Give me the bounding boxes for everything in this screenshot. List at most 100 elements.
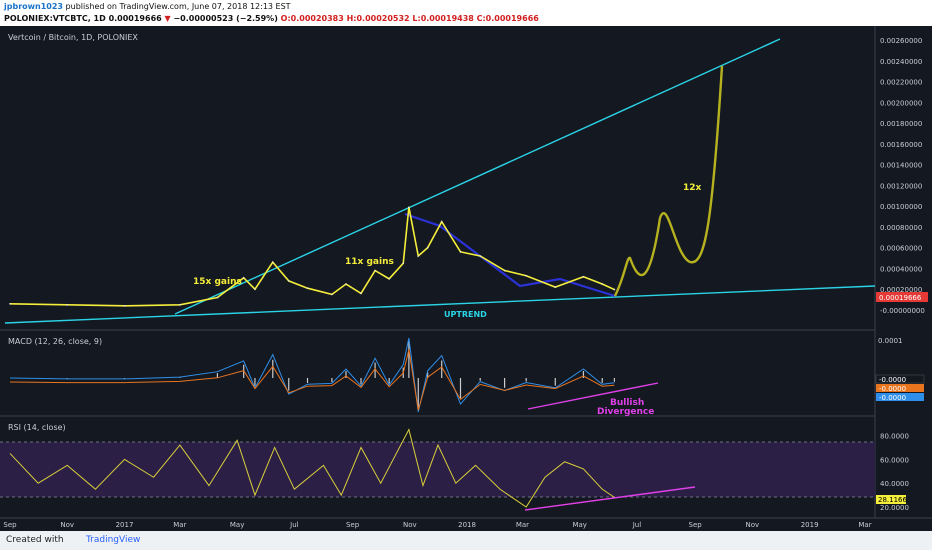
price-point: [479, 255, 482, 257]
annotation-11x: 11x gains: [345, 257, 394, 267]
chart-area[interactable]: Vertcoin / Bitcoin, 1D, POLONIEX MACD (1…: [0, 26, 932, 531]
macd-divergence-line: [527, 382, 659, 410]
time-tick-label: Mar: [858, 521, 871, 529]
price-point: [554, 286, 557, 288]
time-tick-label: Sep: [3, 521, 17, 529]
price-point: [417, 255, 420, 257]
price-change: −0.00000523 (−2.59%): [173, 14, 278, 23]
time-tick-label: Sep: [346, 521, 360, 529]
time-tick-label: Sep: [689, 521, 703, 529]
annotation-15x: 15x gains: [193, 277, 242, 287]
last-price-tag: [876, 292, 928, 302]
time-tick-label: Nov: [403, 521, 417, 529]
macd-value-tag-1: [875, 374, 925, 384]
price-tick-label: 0.00240000: [880, 58, 922, 66]
price-point: [601, 283, 604, 285]
ohlc-values: O:0.00020383 H:0.00020532 L:0.00019438 C…: [280, 14, 539, 23]
price-point: [459, 251, 462, 253]
price-point: [613, 288, 616, 291]
publish-line: jpbrown1023 published on TradingView.com…: [4, 1, 291, 13]
rsi-panel-title: RSI (14, close): [8, 423, 66, 432]
rsi-value: 28.1166: [878, 496, 907, 504]
rsi-divergence-line: [524, 486, 696, 511]
publish-info: published on TradingView.com, June 07, 2…: [63, 2, 291, 11]
price-tick-label: 0.00260000: [880, 37, 922, 45]
price-point: [216, 296, 219, 299]
price-point: [9, 302, 11, 305]
author-link[interactable]: jpbrown1023: [4, 2, 63, 11]
price-tick-label: 0.00160000: [880, 141, 922, 149]
macd-value-tag-3: [876, 393, 924, 401]
symbol-label: POLONIEX:VTCBTC, 1D: [4, 14, 106, 23]
price-tick-label: -0.00000000: [880, 307, 925, 315]
chart-canvas[interactable]: Vertcoin / Bitcoin, 1D, POLONIEX MACD (1…: [0, 26, 932, 531]
macd-line: [9, 337, 615, 413]
time-tick-label: Jul: [632, 521, 642, 529]
price-axis[interactable]: 0.00260000 0.00240000 0.00220000 0.00200000…: [880, 37, 925, 315]
rsi-tick-label: 20.0000: [880, 504, 909, 512]
price-tick-label: 0.00080000: [880, 224, 922, 232]
time-tick-label: Mar: [173, 521, 186, 529]
time-tick-label: 2017: [116, 521, 134, 529]
price-point: [254, 288, 256, 291]
price-point: [440, 220, 443, 223]
created-with-label: Created with: [6, 535, 64, 545]
rsi-band: [0, 442, 875, 497]
time-tick-label: Nov: [746, 521, 760, 529]
price-point: [582, 275, 585, 278]
upper-trendline: [174, 38, 781, 315]
macd-signal-line: [9, 349, 615, 411]
main-panel-title: Vertcoin / Bitcoin, 1D, POLONIEX: [8, 33, 138, 42]
price-point: [179, 304, 181, 306]
rsi-tick-label: 60.0000: [880, 456, 909, 464]
price-point: [331, 293, 333, 296]
time-tick-label: May: [572, 521, 586, 529]
price-tick-label: 0.00180000: [880, 120, 922, 128]
footer: Created with TradingView: [0, 531, 932, 550]
price-point: [123, 305, 126, 307]
price-tick-label: 0.00060000: [880, 245, 922, 253]
price-point: [271, 261, 274, 264]
divergence-label-1: Bullish: [610, 398, 644, 408]
rsi-line: [9, 428, 615, 508]
price-point: [388, 278, 390, 280]
price-point: [525, 274, 527, 277]
price-tick-label: 0.00140000: [880, 162, 922, 170]
price-tick-label: 0.00200000: [880, 99, 922, 107]
rsi-tick-label: 40.0000: [880, 480, 909, 488]
change-arrow-icon: ▼: [164, 14, 171, 23]
time-tick-label: Jul: [289, 521, 299, 529]
chart-header: jpbrown1023 published on TradingView.com…: [0, 0, 932, 26]
annotation-12x: 12x: [683, 183, 702, 193]
rsi-axis[interactable]: 80.0000 60.0000 40.0000 20.0000: [880, 433, 909, 513]
macd-value-2: -0.0000: [879, 385, 906, 393]
price-point: [306, 287, 309, 289]
tradingview-logo[interactable]: TradingView: [86, 535, 141, 545]
projection-path: [613, 65, 724, 297]
time-axis[interactable]: Sep Nov 2017 Mar May Jul Sep Nov 2018 Mar May Jul Se…: [3, 521, 871, 529]
time-tick-label: 2019: [801, 521, 819, 529]
price-point: [374, 269, 376, 272]
last-price-tag-label: 0.00019666: [879, 294, 922, 302]
macd-panel-title: MACD (12, 26, close, 9): [8, 337, 102, 346]
price-point: [287, 280, 290, 282]
time-tick-label: 2018: [458, 521, 476, 529]
time-tick-label: Mar: [516, 521, 529, 529]
price-tick-label: 0.00220000: [880, 79, 922, 87]
macd-value-1: -0.0000: [879, 376, 906, 384]
time-tick-label: Nov: [60, 521, 74, 529]
price-point: [345, 283, 347, 285]
price-tick-label: 0.00020000: [880, 286, 922, 294]
price-tick-label: 0.00120000: [880, 182, 922, 190]
macd-histogram: [66, 340, 616, 410]
price-tick-label: 0.00040000: [880, 265, 922, 273]
uptrend-line: [4, 285, 876, 324]
divergence-label-2: Divergence: [597, 407, 654, 417]
price-tick-label: 0.00100000: [880, 203, 922, 211]
rsi-tick-label: 80.0000: [880, 433, 909, 441]
price-point: [426, 246, 429, 249]
downtrend-line: [404, 212, 616, 298]
price-line: [9, 207, 615, 307]
price-point: [402, 262, 405, 265]
rsi-value-tag: [876, 495, 906, 504]
